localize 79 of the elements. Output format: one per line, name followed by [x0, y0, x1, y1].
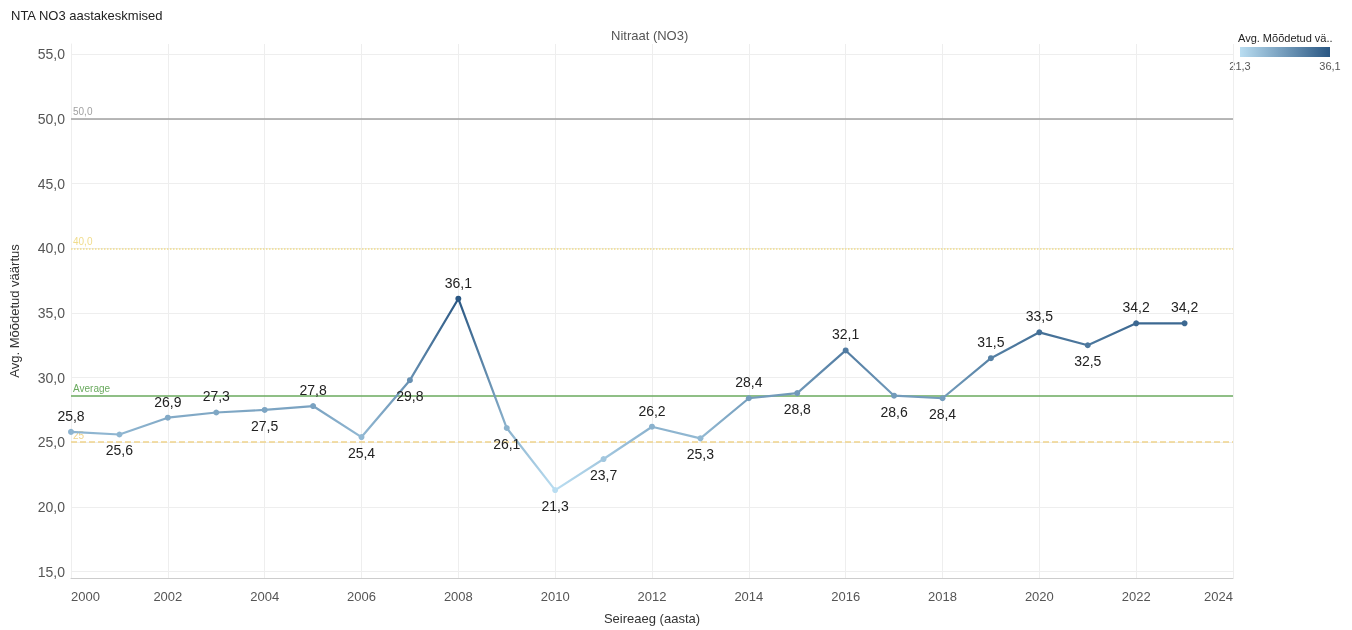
data-label: 26,9 — [154, 393, 182, 410]
point — [164, 414, 171, 421]
point — [310, 403, 317, 410]
data-label: 25,6 — [105, 442, 134, 459]
point — [261, 406, 268, 413]
x-tick-label: 2002 — [153, 589, 183, 604]
x-tick-label: 2008 — [443, 589, 473, 604]
x-tick-label: 2006 — [347, 589, 376, 604]
y-tick-label: 50,0 — [37, 110, 66, 127]
point — [939, 395, 946, 402]
data-label: 28,6 — [880, 403, 908, 420]
data-label: 25,8 — [57, 407, 85, 424]
point — [552, 487, 559, 494]
point — [116, 431, 123, 438]
ref-line-label: Average — [73, 383, 111, 395]
y-tick-label: 25,0 — [37, 434, 66, 451]
point — [1181, 320, 1188, 327]
x-tick-label: 2024 — [1204, 589, 1233, 604]
ref-line-label: 50,0 — [73, 106, 93, 118]
data-label: 23,7 — [589, 467, 618, 484]
data-label: 25,3 — [686, 446, 715, 463]
y-tick-label: 15,0 — [37, 563, 66, 580]
y-tick-label: 30,0 — [37, 369, 66, 386]
chart-title: NTA NO3 aastakeskmised — [11, 8, 163, 23]
ref-line-label: 40,0 — [73, 235, 93, 247]
data-label: 32,1 — [832, 326, 860, 343]
data-label: 34,2 — [1122, 299, 1150, 316]
point — [649, 423, 655, 430]
x-tick-label: 2022 — [1121, 589, 1151, 604]
data-label: 33,5 — [1025, 308, 1054, 325]
data-label: 36,1 — [444, 274, 473, 291]
point — [406, 377, 413, 384]
y-tick-label: 35,0 — [37, 304, 66, 321]
point — [213, 409, 220, 416]
point — [891, 392, 898, 399]
data-label: 28,8 — [783, 401, 812, 418]
x-tick-label: 2012 — [637, 589, 667, 604]
data-label: 25,4 — [347, 445, 376, 462]
point — [1084, 342, 1091, 349]
data-label: 27,5 — [251, 417, 279, 434]
y-tick-label: 20,0 — [37, 498, 66, 515]
point — [358, 434, 365, 441]
data-label: 26,1 — [493, 436, 521, 453]
y-axis-title: Avg. Mõõdetud väärtus — [7, 243, 22, 378]
x-tick-label: 2018 — [928, 589, 957, 604]
data-label: 31,5 — [977, 334, 1005, 351]
x-tick-label: 2000 — [71, 589, 100, 604]
y-tick-label: 45,0 — [37, 175, 66, 192]
x-axis-title: Seireaeg (aasta) — [603, 611, 701, 626]
point — [1133, 320, 1140, 327]
data-label: 21,3 — [541, 498, 569, 515]
color-bar-title: Avg. Mõõdetud vä.. — [1238, 31, 1333, 44]
chart-subtitle: Nitraat (NO3) — [611, 28, 689, 43]
data-label: 29,8 — [396, 388, 424, 405]
x-tick-label: 2010 — [540, 589, 570, 604]
point — [745, 395, 752, 402]
point — [600, 456, 607, 463]
x-tick-label: 2014 — [734, 589, 764, 604]
color-bar-label: 36,1 — [1319, 59, 1341, 72]
point — [68, 428, 74, 435]
point — [697, 435, 704, 442]
data-label: 34,2 — [1170, 299, 1199, 316]
point — [1036, 329, 1043, 336]
data-label: 26,2 — [638, 402, 666, 419]
x-tick-label: 2004 — [250, 589, 280, 604]
data-label: 28,4 — [735, 374, 763, 391]
data-label: 28,4 — [928, 406, 957, 423]
x-tick-label: 2020 — [1024, 589, 1054, 604]
data-label: 27,8 — [299, 382, 327, 399]
point — [455, 295, 462, 302]
data-label: 32,5 — [1074, 353, 1102, 370]
point — [794, 390, 801, 397]
y-tick-label: 40,0 — [37, 240, 66, 257]
point — [842, 347, 849, 354]
x-tick-label: 2016 — [831, 589, 861, 604]
data-label: 27,3 — [202, 388, 231, 405]
point — [503, 425, 510, 432]
point — [987, 355, 994, 362]
y-tick-label: 55,0 — [37, 46, 66, 63]
